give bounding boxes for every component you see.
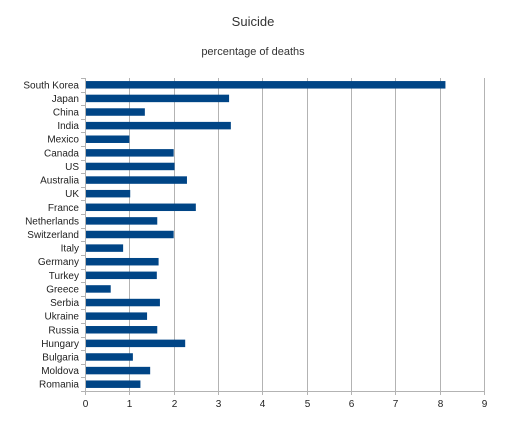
- x-tick-label: 8: [438, 399, 444, 410]
- x-tick-label: 2: [172, 399, 178, 410]
- bar-greece: [86, 285, 111, 293]
- category-label: Mexico: [47, 135, 79, 146]
- category-label: Greece: [46, 284, 79, 295]
- category-label: China: [53, 108, 80, 119]
- category-label: Netherlands: [25, 216, 79, 227]
- x-tick-label: 9: [482, 399, 488, 410]
- category-label: Australia: [40, 176, 79, 187]
- category-label: Bulgaria: [42, 352, 79, 363]
- category-label: Hungary: [41, 339, 79, 350]
- bar-ukraine: [86, 312, 148, 320]
- chart-subtitle: percentage of deaths: [201, 46, 305, 58]
- bar-netherlands: [86, 217, 158, 225]
- bar-mexico: [86, 135, 130, 143]
- category-label: US: [65, 162, 79, 173]
- category-label: Serbia: [50, 298, 79, 309]
- bar-germany: [86, 257, 159, 266]
- bars: [86, 81, 446, 388]
- bar-japan: [86, 94, 230, 103]
- bar-hungary: [86, 339, 186, 348]
- bar-south-korea: [86, 81, 446, 89]
- bar-india: [86, 121, 231, 130]
- category-label: Japan: [52, 94, 79, 105]
- bar-serbia: [86, 298, 160, 307]
- category-label: France: [48, 203, 80, 214]
- category-label: India: [57, 121, 79, 132]
- category-label: Ukraine: [45, 312, 80, 323]
- bar-france: [86, 203, 196, 212]
- x-tick-label: 4: [260, 399, 266, 410]
- bar-canada: [86, 149, 174, 157]
- x-tick-label: 5: [305, 399, 311, 410]
- bar-russia: [86, 326, 158, 334]
- category-label: South Korea: [23, 80, 79, 91]
- bar-moldova: [86, 366, 151, 375]
- x-tick-label: 6: [349, 399, 355, 410]
- bar-australia: [86, 176, 187, 184]
- bar-turkey: [86, 271, 157, 280]
- category-label: Russia: [48, 325, 79, 336]
- bar-switzerland: [86, 230, 174, 239]
- bar-bulgaria: [86, 353, 133, 361]
- x-tick-label: 1: [127, 399, 133, 410]
- x-tick-labels: 0 1 2 3 4 5 6 7 8 9: [83, 399, 488, 410]
- category-label: Italy: [61, 244, 79, 255]
- x-tick-label: 3: [216, 399, 222, 410]
- category-label: Switzerland: [27, 230, 79, 241]
- category-label: Canada: [44, 148, 79, 159]
- category-label: Germany: [38, 257, 79, 268]
- chart-title: Suicide: [232, 14, 275, 29]
- category-label: Romania: [39, 380, 79, 391]
- category-labels: South Korea Japan China India Mexico Canada US…: [23, 80, 79, 390]
- bar-italy: [86, 244, 124, 252]
- bar-us: [86, 162, 175, 171]
- bar-china: [86, 108, 145, 116]
- grid: [81, 78, 485, 395]
- category-label: Moldova: [41, 366, 79, 377]
- x-tick-label: 0: [83, 399, 89, 410]
- x-tick-label: 7: [393, 399, 399, 410]
- bar-uk: [86, 189, 131, 198]
- bar-romania: [86, 380, 141, 388]
- category-label: Turkey: [49, 271, 79, 282]
- category-label: UK: [65, 189, 79, 200]
